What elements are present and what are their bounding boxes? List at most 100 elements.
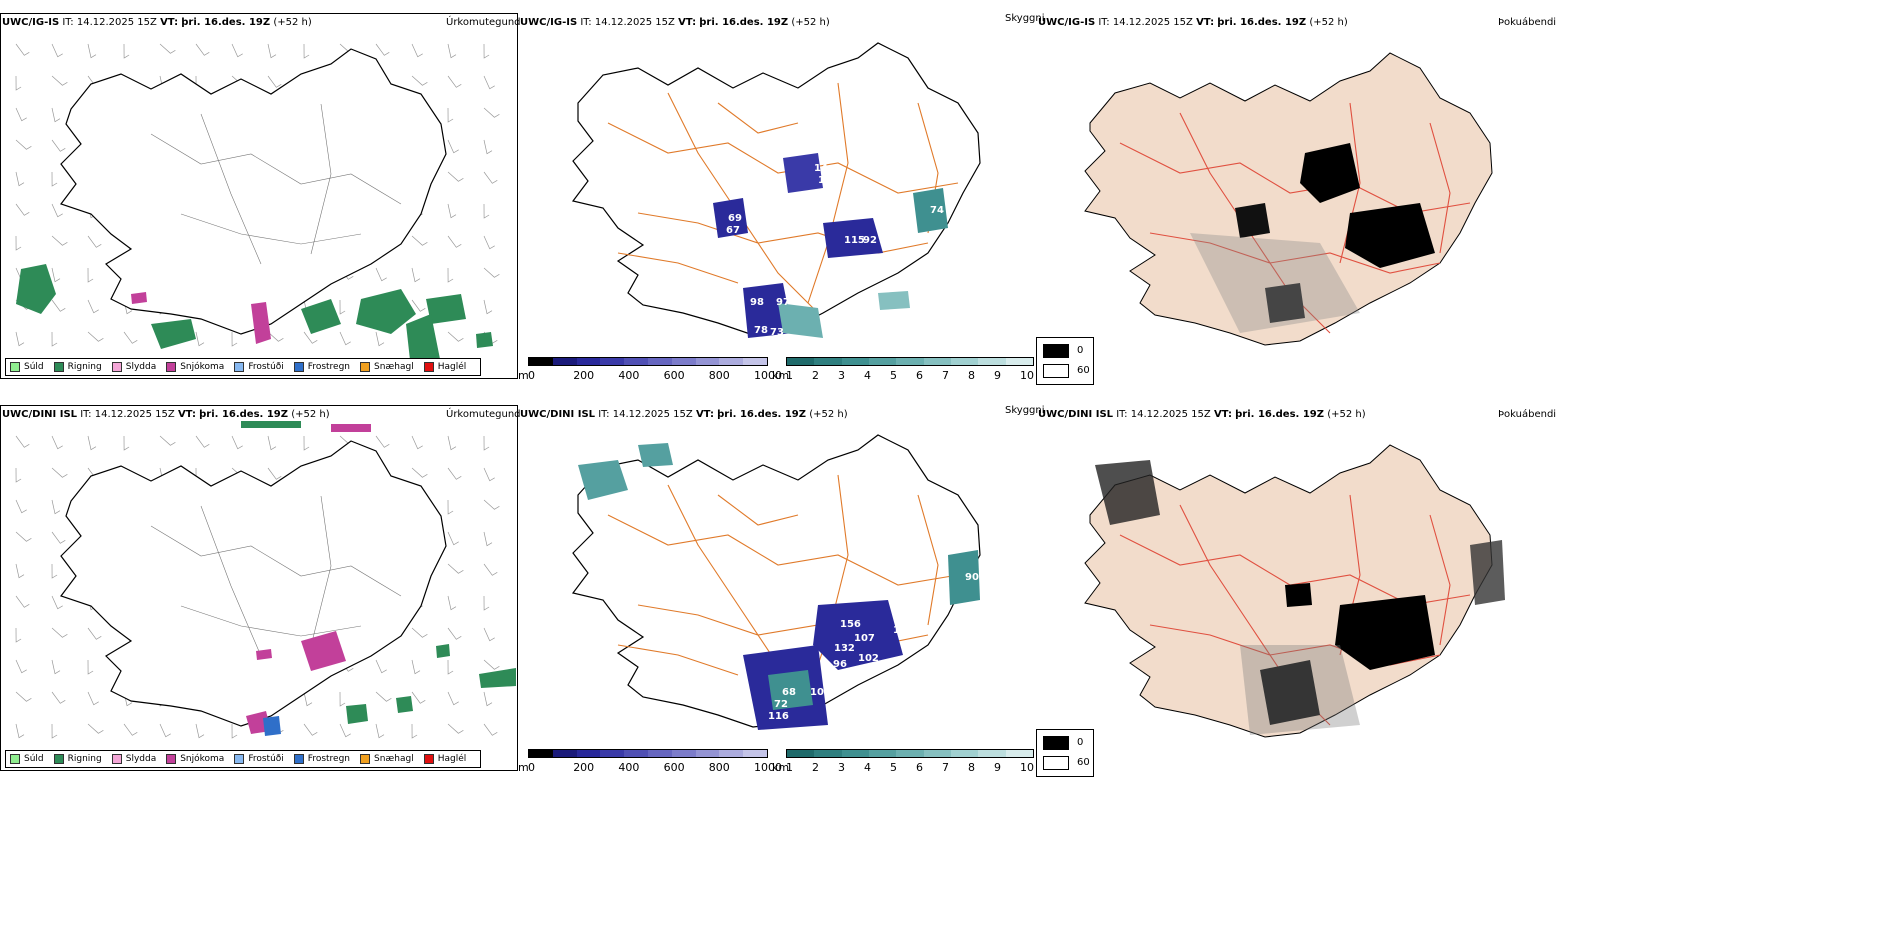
legend-label: Frostregn: [307, 362, 351, 372]
cloud-base-value: 92: [863, 235, 877, 246]
wind-barb: [411, 299, 426, 312]
wind-barb: [483, 203, 490, 219]
colorbar-tick: 8: [968, 761, 975, 774]
wind-barb: [483, 531, 493, 547]
wind-barb: [447, 171, 464, 182]
panel-title: UWC/DINI ISL IT: 14.12.2025 15Z VT: þri.…: [2, 409, 330, 420]
colorbar-tick: 5: [890, 369, 897, 382]
colorbar-tick: 9: [994, 369, 1001, 382]
wind-barb: [339, 691, 346, 707]
parameter-label: Úrkomutegund: [446, 409, 521, 420]
parameter-label: Úrkomutegund: [446, 17, 521, 28]
colorbar-tick: 9: [994, 761, 1001, 774]
panel-title: UWC/IG-IS IT: 14.12.2025 15Z VT: þri. 16…: [2, 17, 312, 28]
legend-item: Snæhagl: [360, 362, 414, 372]
panel-title: UWC/DINI ISL IT: 14.12.2025 15Z VT: þri.…: [520, 409, 848, 420]
wind-barb: [483, 659, 500, 670]
legend-swatch: [53, 754, 64, 764]
cloud-base-value: 73: [770, 327, 784, 338]
colorbar-unit: km: [772, 369, 790, 382]
colorbar-tick: 800: [708, 761, 730, 774]
wind-barb: [51, 107, 61, 123]
wind-barb: [51, 75, 68, 86]
legend-swatch: [293, 754, 304, 764]
wind-barb: [195, 435, 210, 448]
colorbar-tick: 7: [942, 761, 949, 774]
colorbar-tick: 10: [1020, 369, 1034, 382]
wind-barb: [447, 235, 462, 248]
cloud-base-colorbar: m 0 200 400 600 800 1000: [518, 749, 782, 777]
wind-barb: [483, 435, 490, 451]
cloud-base-value: 72: [774, 699, 788, 710]
cloud-base-value: 97: [776, 297, 790, 308]
wind-barb: [447, 627, 462, 640]
wind-barb: [51, 139, 66, 152]
colorbar-tick: 2: [812, 369, 819, 382]
wind-barb: [15, 627, 22, 643]
wind-barb: [51, 43, 63, 58]
legend-label: Snjókoma: [180, 362, 225, 372]
cloud-base-value: 98: [750, 297, 764, 308]
wind-barb: [267, 331, 284, 342]
wind-barb: [15, 435, 30, 448]
low-cloud-areas: [578, 443, 980, 730]
legend-swatch: [53, 362, 64, 372]
cloud-base-value: 115: [844, 235, 865, 246]
legend-item: Snjókoma: [166, 362, 224, 372]
wind-barb: [375, 659, 387, 674]
colorbar-tick: 200: [573, 761, 595, 774]
wind-barb: [15, 499, 27, 514]
wind-barb: [15, 331, 25, 347]
legend-swatch: [166, 362, 177, 372]
wind-barb: [375, 435, 390, 448]
wind-barb: [483, 299, 493, 315]
legend-item: Haglél: [423, 754, 466, 764]
wind-barb: [51, 499, 61, 515]
wind-barb: [339, 723, 351, 738]
wind-barb: [447, 435, 457, 451]
wind-barb: [447, 107, 454, 123]
wind-barb: [483, 627, 495, 642]
parameter-label: Þokuábendi: [1498, 409, 1557, 420]
colorbar-tick: 7: [942, 369, 949, 382]
wind-barb: [483, 107, 500, 118]
wind-barb: [51, 691, 66, 704]
wind-barb: [447, 43, 457, 59]
low-cloud-areas: [713, 153, 948, 338]
cloud-base-value: 15: [818, 175, 832, 186]
precip-type-legend: Súld Rigning Slydda Snjókoma Frostúði Frostre…: [5, 358, 482, 376]
precip-type-panel-dini: Súld Rigning Slydda Snjókoma Frostúði Frostre…: [0, 405, 518, 771]
wind-barb: [51, 563, 58, 579]
colorbar-tick: 8: [968, 369, 975, 382]
colorbar-tick: 1: [786, 761, 793, 774]
colorbar-strip: [786, 749, 1034, 758]
wind-barb: [411, 43, 423, 58]
wind-barb: [483, 467, 495, 482]
legend-item: Slydda: [111, 754, 156, 764]
coastline: [60, 48, 447, 335]
wind-barb: [51, 595, 63, 610]
colorbar-tick: 10: [1020, 761, 1034, 774]
wind-barb: [339, 299, 346, 315]
cloud-base-value: 132: [834, 643, 855, 654]
colorbar-tick: 1000: [754, 761, 782, 774]
colorbar-tick: 800: [708, 369, 730, 382]
wind-barb: [87, 627, 102, 640]
legend-swatch: [423, 362, 434, 372]
legend-swatch: [111, 362, 122, 372]
roads: [150, 495, 402, 657]
wind-barb: [15, 171, 25, 187]
wind-barb: [15, 563, 25, 579]
wind-barb: [483, 595, 490, 611]
wind-barb: [411, 723, 418, 739]
legend-label: Súld: [24, 362, 44, 372]
fog-index-legend: 0 60: [1036, 729, 1094, 777]
wind-barb: [447, 331, 464, 342]
precip-areas: [241, 421, 516, 736]
colorbar-tick: 3: [838, 761, 845, 774]
cloud-base-value: 10: [810, 687, 824, 698]
wind-barb: [483, 139, 493, 155]
